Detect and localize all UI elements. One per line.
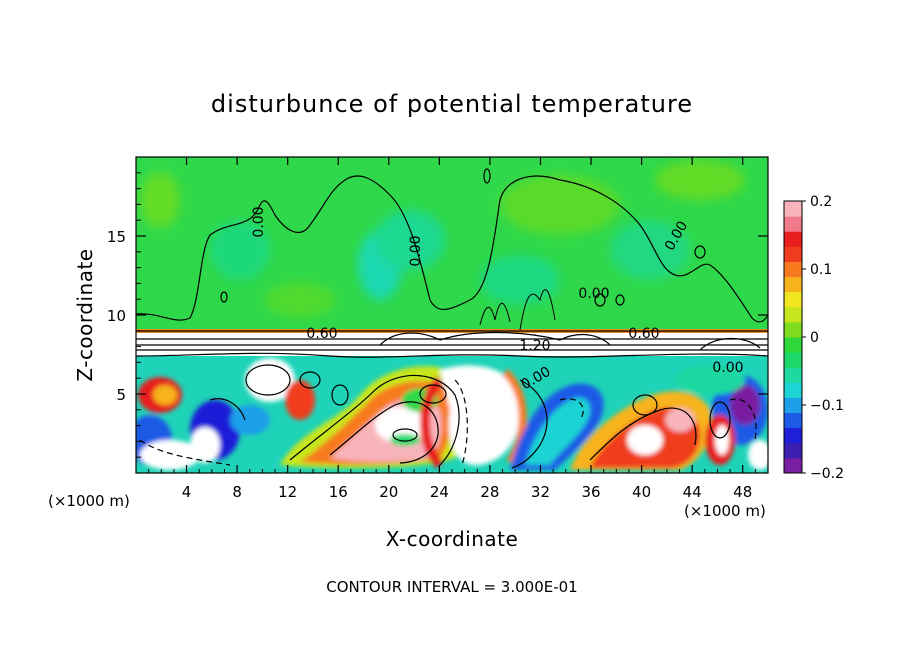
colorbar: 0.2 0.1 0 −0.1 −0.2 [783, 194, 844, 482]
x-axis: 4 8 12 16 20 24 28 32 36 40 44 48 [148, 157, 756, 501]
y-tick-label: 10 [107, 307, 126, 325]
chart-title: disturbunce of potential temperature [211, 90, 693, 118]
colorbar-swatch [784, 442, 802, 459]
contour-label-layer: 0.000.00 0.000.000.60 0.601.200.00 0.00 [251, 206, 744, 393]
upper-layer-variations [140, 160, 745, 318]
contour-label: 0.00 [408, 235, 424, 266]
contour-label: 1.20 [519, 338, 550, 354]
x-tick-label: 12 [278, 483, 297, 501]
colorbar-swatch [784, 382, 802, 398]
x-tick-label: 24 [430, 483, 449, 501]
contour-label: 0.60 [306, 326, 337, 342]
contour-lines [136, 168, 768, 469]
contour-label: 0.00 [578, 286, 609, 302]
colorbar-swatch [784, 216, 802, 232]
colorbar-swatch [784, 427, 802, 444]
inversion-band [136, 330, 768, 356]
x-tick-label: 32 [531, 483, 550, 501]
colorbar-swatch [784, 321, 802, 338]
contour-label: 0.60 [628, 326, 659, 342]
colorbar-tick-label: −0.2 [810, 466, 844, 482]
colorbar-swatch [784, 397, 802, 414]
contour-interval-note: CONTOUR INTERVAL = 3.000E-01 [326, 578, 577, 596]
x-tick-label: 20 [379, 483, 398, 501]
colorbar-swatch [784, 337, 802, 353]
colorbar-swatch [784, 276, 802, 293]
colorbar-tick-label: 0 [810, 330, 819, 346]
colorbar-swatch [784, 261, 802, 278]
colorbar-swatch [784, 457, 802, 474]
colorbar-tick-label: 0.2 [810, 194, 832, 210]
x-tick-label: 4 [182, 483, 192, 501]
contour-label: 0.00 [712, 360, 743, 376]
y-tick-label: 15 [107, 228, 126, 246]
colorbar-tick-label: 0.1 [810, 262, 832, 278]
colorbar-swatch [784, 352, 802, 368]
x-tick-label: 8 [232, 483, 242, 501]
x-tick-label: 44 [683, 483, 702, 501]
x-unit-right: (×1000 m) [684, 502, 766, 520]
x-tick-label: 40 [632, 483, 651, 501]
colorbar-swatch [784, 246, 802, 262]
colorbar-swatch [784, 367, 802, 383]
x-tick-label: 36 [581, 483, 600, 501]
contour-label: 0.00 [251, 206, 267, 237]
x-tick-label: 48 [733, 483, 752, 501]
colorbar-swatch [784, 291, 802, 308]
colorbar-swatch [784, 306, 802, 323]
colorbar-swatch [784, 201, 802, 217]
x-tick-label: 28 [480, 483, 499, 501]
y-tick-label: 5 [116, 386, 126, 404]
colorbar-tick-label: −0.1 [810, 398, 844, 414]
x-axis-title: X-coordinate [386, 527, 519, 551]
colorbar-swatch [784, 231, 802, 247]
x-tick-label: 16 [329, 483, 348, 501]
x-unit-left: (×1000 m) [48, 492, 130, 510]
colorbar-swatch [784, 412, 802, 429]
lower-layer-eddies [136, 358, 768, 470]
y-axis-title: Z-coordinate [73, 248, 97, 381]
plot-area [136, 157, 768, 473]
y-axis: 5 10 15 [107, 172, 768, 458]
